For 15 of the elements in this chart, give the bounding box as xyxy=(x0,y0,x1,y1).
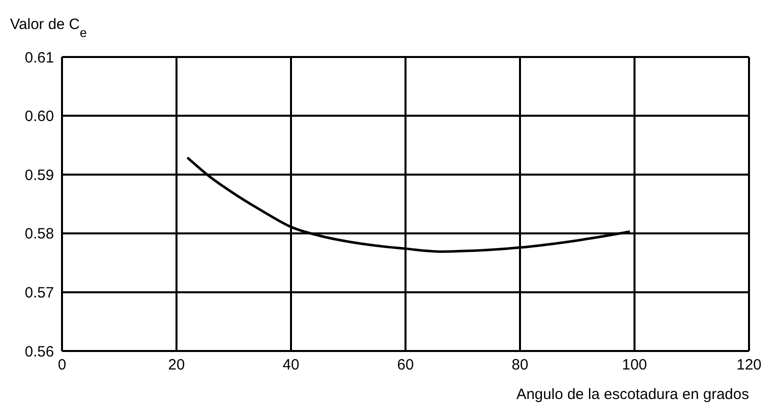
x-tick-label: 100 xyxy=(622,356,648,374)
y-tick-label: 0.61 xyxy=(24,49,54,66)
y-tick-label: 0.56 xyxy=(24,343,54,360)
x-tick-label: 20 xyxy=(168,356,185,374)
x-tick-label: 80 xyxy=(512,356,528,374)
x-axis-title: Angulo de la escotadura en grados xyxy=(516,386,749,403)
x-tick-label: 0 xyxy=(58,356,66,374)
x-tick-label: 40 xyxy=(282,356,300,374)
y-tick-label: 0.58 xyxy=(24,226,54,243)
x-tick-label: 120 xyxy=(736,356,762,374)
y-tick-label: 0.60 xyxy=(24,108,54,126)
x-tick-label: 60 xyxy=(397,356,414,374)
y-tick-label: 0.59 xyxy=(24,166,54,184)
y-axis-title: Valor de C$_{e}$ xyxy=(10,16,87,40)
y-tick-label: 0.57 xyxy=(24,284,54,302)
